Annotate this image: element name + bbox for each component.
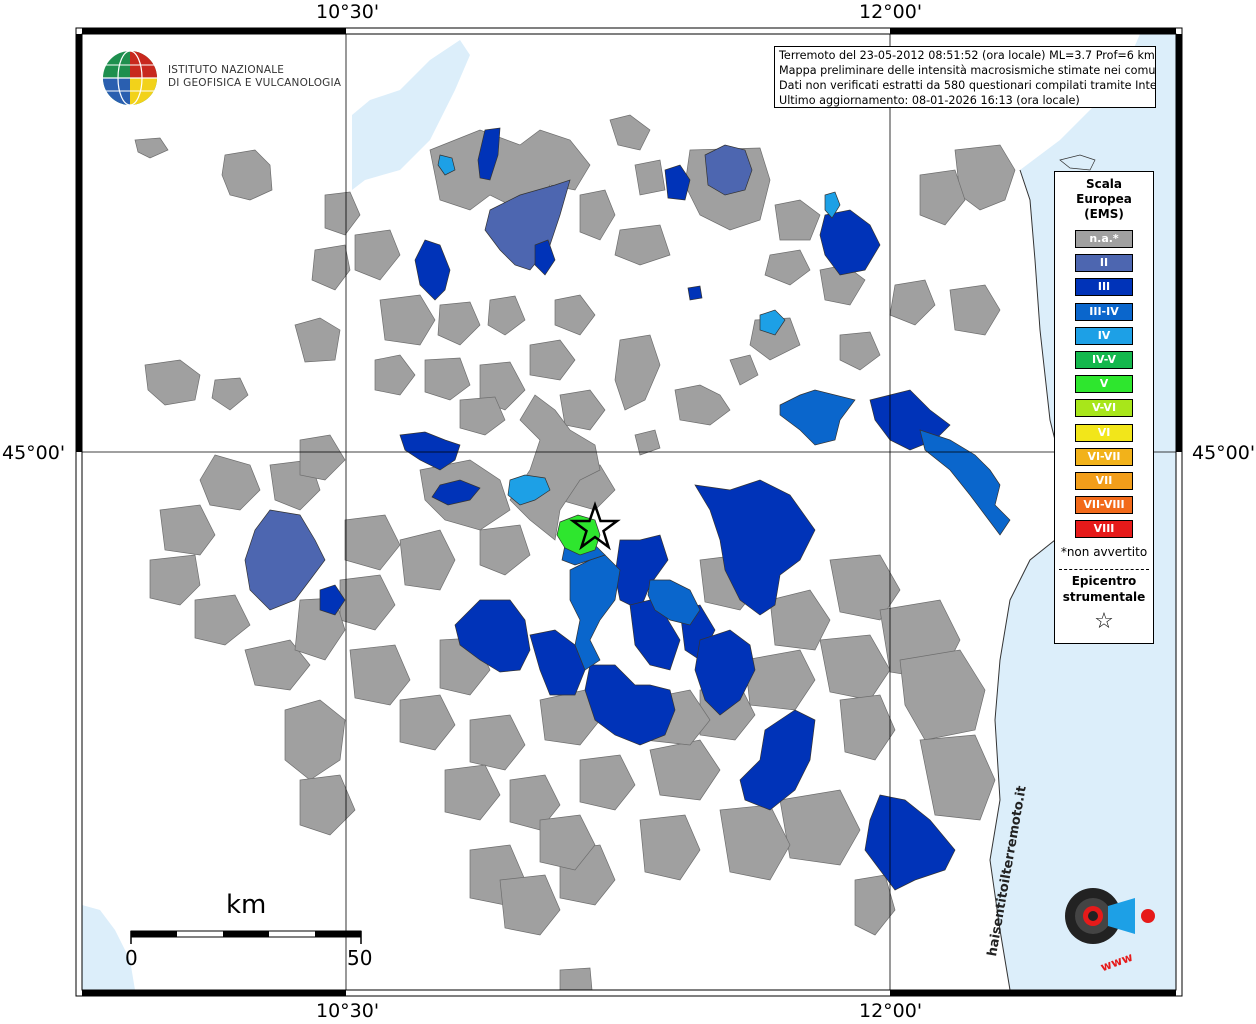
legend-star-icon: ☆ [1094, 609, 1114, 634]
graticule [82, 34, 1176, 990]
scale-max-label: 50 [347, 946, 373, 970]
municipalities-na [134, 114, 1016, 991]
legend-item: II [1075, 254, 1133, 273]
ems-legend: Scala Europea (EMS) n.a.* II III III-IV IV IV… [1054, 171, 1154, 644]
institute-name-line2: DI GEOFISICA E VULCANOLOGIA [168, 77, 342, 89]
bottom-left-lon-label: 10°30' [316, 1000, 380, 1022]
bottom-right-lon-label: 12°00' [859, 1000, 923, 1022]
info-line2: Mappa preliminare delle intensità macros… [779, 64, 1156, 77]
info-line4: Ultimo aggiornamento: 08-01-2026 16:13 (… [779, 94, 1080, 107]
info-line3: Dati non verificati estratti da 580 ques… [779, 79, 1156, 92]
legend-item: n.a.* [1075, 230, 1133, 248]
legend-item: III-IV [1075, 302, 1133, 321]
scale-bar [130, 930, 362, 944]
coastline [989, 169, 1061, 991]
legend-item: IV [1075, 326, 1133, 345]
legend-title-line1: Scala [1085, 177, 1123, 191]
left-lat-label: 45°00' [2, 442, 66, 464]
legend-epicenter-line2: strumentale [1062, 590, 1146, 604]
legend-title: Scala Europea (EMS) [1055, 177, 1153, 222]
map-frame [75, 27, 1183, 997]
epicenter-star [569, 501, 621, 551]
top-right-lon-label: 12°00' [859, 1, 923, 23]
legend-title-line3: (EMS) [1084, 207, 1124, 221]
legend-epicenter-label: Epicentro strumentale [1055, 573, 1153, 605]
legend-epicenter-line1: Epicentro [1071, 574, 1137, 588]
legend-item: III [1075, 278, 1133, 297]
legend-item: V-VI [1075, 399, 1133, 418]
legend-item: VII-VIII [1075, 496, 1133, 515]
right-lat-label: 45°00' [1192, 442, 1256, 464]
event-info-box: Terremoto del 23-05-2012 08:51:52 (ora l… [774, 46, 1156, 108]
legend-item: VI [1075, 423, 1133, 442]
legend-item: VI-VII [1075, 447, 1133, 466]
legend-item: V [1075, 375, 1133, 394]
legend-item: VIII [1075, 520, 1133, 539]
ingv-logo-icon [103, 50, 157, 106]
scale-unit-label: km [226, 890, 267, 920]
info-line1: Terremoto del 23-05-2012 08:51:52 (ora l… [779, 49, 1155, 62]
institute-name-line1: ISTITUTO NAZIONALE [168, 64, 285, 76]
legend-item: IV-V [1075, 351, 1133, 369]
top-left-lon-label: 10°30' [316, 1, 380, 23]
institute-name: ISTITUTO NAZIONALE DI GEOFISICA E VULCAN… [168, 64, 341, 90]
legend-item: VII [1075, 472, 1133, 490]
scale-min-label: 0 [125, 946, 138, 970]
haisentito-logo-icon [1065, 888, 1155, 944]
legend-title-line2: Europea [1076, 192, 1132, 206]
legend-note: *non avvertito [1060, 545, 1148, 559]
legend-separator [1059, 569, 1149, 570]
